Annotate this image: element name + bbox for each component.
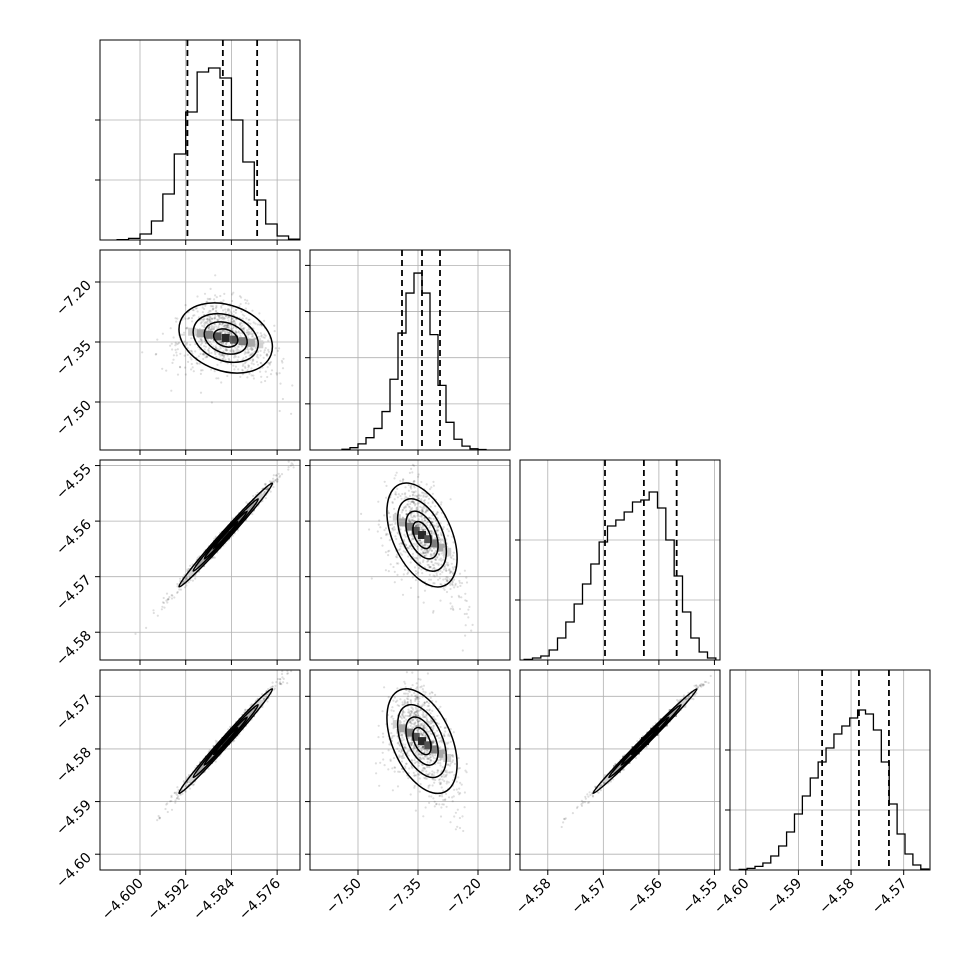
x-tick-label-2-1: −4.57 [569, 876, 611, 918]
panel-frame-0-2 [99, 459, 301, 661]
x-tick-label-1-0: −7.50 [323, 876, 365, 918]
density-cells-2-3 [603, 699, 687, 783]
density-cells-0-2 [188, 494, 264, 576]
hist-step-0 [116, 67, 300, 240]
contour-0-2-3 [178, 482, 274, 588]
x-tick-label-0-1: −4.592 [145, 876, 193, 924]
contour-1-2-1 [405, 510, 439, 560]
contour-0-2-1 [203, 510, 248, 560]
x-tick-label-1-2: −7.20 [443, 876, 485, 918]
y-tick-label-2-1: −4.57 [53, 572, 95, 614]
contour-1-3-0 [412, 726, 432, 756]
y-tick-label-2-0: −4.58 [53, 628, 95, 670]
contour-0-1-0 [212, 328, 239, 348]
y-tick-label-3-0: −4.60 [53, 850, 95, 892]
density-cells-0-3 [188, 699, 264, 783]
contour-0-3-3 [178, 688, 274, 795]
x-tick-label-0-0: −4.600 [99, 876, 147, 924]
panel-frame-0-0 [99, 39, 301, 241]
x-tick-label-3-0: −4.60 [711, 876, 753, 918]
contour-1-3-1 [405, 716, 439, 766]
scatter-panel-1-2 [309, 459, 511, 661]
contour-1-2-0 [412, 520, 432, 550]
density-cells-1-2 [392, 514, 452, 556]
x-tick-label-3-1: −4.59 [764, 876, 806, 918]
y-tick-label-3-3: −4.57 [53, 692, 95, 734]
panel-frame-2-3 [519, 669, 721, 871]
contour-2-3-3 [592, 688, 698, 795]
hist-panel-1 [305, 249, 511, 451]
panel-frame-3-3 [729, 669, 931, 871]
x-tick-label-3-3: −4.57 [869, 876, 911, 918]
contour-1-2-2 [396, 498, 448, 572]
contour-0-1-1 [203, 321, 248, 355]
contour-1-3-2 [396, 703, 448, 779]
panel-frame-1-3 [309, 669, 511, 871]
contour-0-2-0 [212, 520, 239, 550]
contour-0-3-0 [212, 726, 239, 756]
x-tick-label-0-3: −4.576 [236, 875, 284, 923]
contour-0-2-2 [192, 498, 259, 572]
panel-frame-0-1 [99, 249, 301, 451]
contour-1-2-3 [386, 482, 458, 588]
scatter-panel-2-3 [519, 669, 721, 871]
panel-frame-0-3 [99, 669, 301, 871]
hist-step-1 [341, 272, 487, 450]
hist-step-3 [738, 709, 930, 870]
contour-0-1-2 [192, 312, 259, 364]
y-tick-label-2-2: −4.56 [53, 517, 95, 559]
hist-panel-2 [515, 459, 721, 661]
sample-points-0-1 [141, 274, 294, 415]
x-tick-label-1-1: −7.35 [383, 876, 425, 918]
contour-0-1-3 [178, 302, 274, 374]
x-tick-label-0-2: −4.584 [190, 875, 238, 923]
y-tick-label-2-3: −4.55 [53, 461, 95, 503]
y-tick-label-1-2: −7.20 [53, 278, 95, 320]
hist-panel-3 [725, 669, 931, 871]
hist-step-2 [523, 491, 717, 660]
x-tick-label-2-2: −4.56 [624, 875, 666, 917]
scatter-panel-0-3 [99, 669, 301, 871]
scatter-panel-0-1 [99, 249, 301, 451]
scatter-panel-0-2 [99, 459, 301, 661]
contour-2-3-1 [620, 716, 670, 766]
y-tick-label-1-0: −7.50 [53, 398, 95, 440]
contour-0-3-1 [203, 716, 248, 766]
panel-frame-1-2 [309, 459, 511, 661]
panel-frame-1-1 [309, 249, 511, 451]
hist-panel-0 [95, 39, 301, 241]
scatter-panel-1-3 [309, 669, 511, 871]
panel-frame-2-2 [519, 459, 721, 661]
x-tick-label-2-0: −4.58 [513, 876, 555, 918]
contour-2-3-2 [608, 703, 682, 779]
y-tick-label-3-2: −4.58 [53, 744, 95, 786]
y-tick-label-1-1: −7.35 [53, 338, 95, 380]
contour-1-3-3 [386, 688, 458, 795]
x-tick-label-3-2: −4.58 [816, 876, 858, 918]
y-tick-label-3-1: −4.59 [53, 797, 95, 839]
contour-0-3-2 [192, 704, 259, 779]
density-cells-1-3 [392, 720, 452, 762]
density-cells-0-1 [188, 327, 264, 349]
